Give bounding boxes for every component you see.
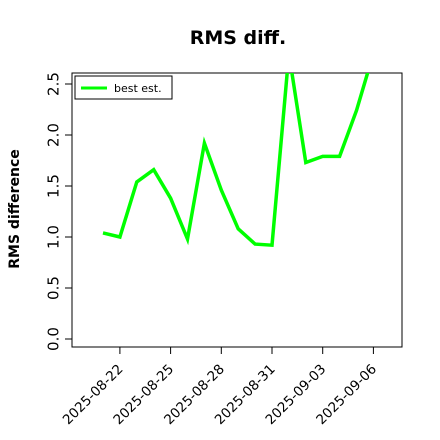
y-tick-label: 2.0: [45, 123, 63, 147]
plot-area: [71, 72, 403, 348]
y-tick-label: 1.0: [45, 225, 63, 249]
chart-title: RMS diff.: [190, 27, 287, 49]
y-axis: 0.0 0.5 1.0 1.5 2.0 2.5: [45, 72, 72, 351]
x-axis: 2025-08-222025-08-252025-08-282025-08-31…: [60, 347, 380, 428]
y-tick-label: 0.0: [45, 327, 63, 351]
legend-label: best est.: [114, 82, 162, 95]
legend-box: [74, 75, 173, 100]
series-line: [102, 73, 370, 248]
y-tick-label: 2.5: [45, 72, 63, 96]
y-tick-label: 0.5: [45, 276, 63, 300]
y-axis-label: RMS difference: [7, 149, 23, 269]
legend: best est.: [74, 75, 173, 100]
y-tick-label: 1.5: [45, 174, 63, 198]
series-layer: [102, 73, 370, 248]
